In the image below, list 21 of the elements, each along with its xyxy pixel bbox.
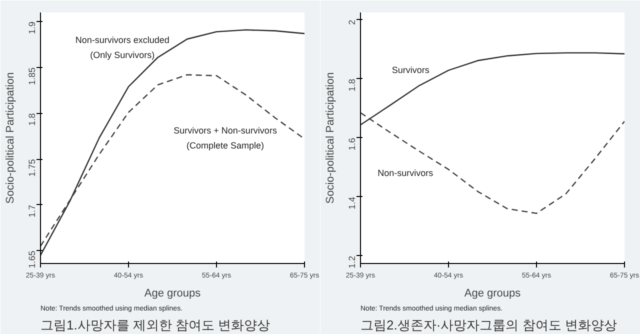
series-label: Survivors + Non-survivors (Complete Sample) (174, 126, 278, 150)
series-label: Non-survivors (378, 168, 434, 178)
y-tick-label: 1.2 (347, 256, 357, 268)
x-axis-title: Age groups (144, 288, 202, 300)
y-tick-label: 1.75 (27, 159, 37, 177)
y-tick-label: 1.8 (27, 113, 37, 126)
x-axis-title: Age groups (464, 288, 522, 300)
y-axis-title: Socio-political Participation (4, 72, 16, 204)
y-tick-label: 2 (347, 20, 357, 25)
series-label: Survivors (392, 65, 430, 76)
y-axis-title: Socio-political Participation (324, 72, 336, 204)
caption: 그림2.생존자·사망자그룹의 참여도 변화양상 (360, 318, 617, 332)
caption: 그림1.사망자를 제외한 참여도 변화양상 (40, 318, 270, 332)
y-tick-label: 1.85 (27, 67, 37, 85)
y-tick-label: 1.7 (27, 204, 37, 218)
y-tick-label: 1.9 (27, 22, 37, 34)
y-tick-label: 1.8 (347, 78, 357, 92)
series-label: Non-survivors excluded (Only Survivors) (75, 35, 170, 60)
y-tick-label: 1.6 (347, 138, 357, 150)
y-tick-label: 1.65 (27, 250, 37, 268)
y-tick-label: 1.4 (347, 196, 357, 210)
